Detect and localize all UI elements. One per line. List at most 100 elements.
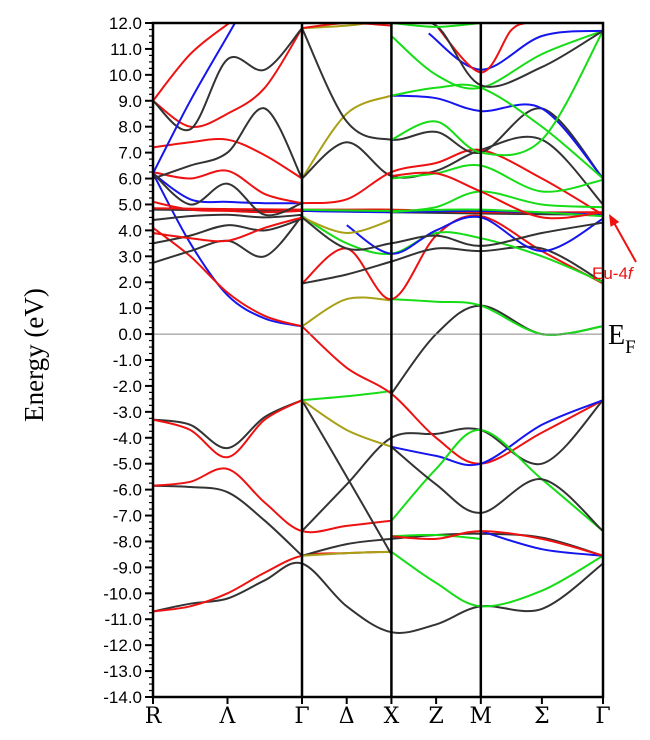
y-tick-label: 1.0: [118, 299, 142, 318]
band-line: [153, 107, 303, 180]
band-line: [301, 216, 392, 235]
band-line: [153, 27, 303, 132]
band-line: [153, 399, 303, 450]
band-line: [391, 163, 603, 193]
y-tick-label: -11.0: [105, 610, 143, 629]
band-line: [301, 550, 392, 557]
y-tick-label: -9.0: [113, 558, 142, 577]
y-tick-label: -2.0: [113, 377, 142, 396]
y-tick-label: 8.0: [118, 118, 142, 137]
band-line: [301, 214, 603, 301]
band-line: [301, 390, 392, 402]
y-tick-label: -12.0: [103, 636, 142, 655]
y-tick-label: 12.0: [109, 14, 142, 33]
band-line: [390, 30, 603, 157]
annotation-italic: f: [628, 264, 635, 283]
band-line: [390, 446, 603, 532]
band-line: [391, 533, 481, 540]
y-tick-label: -14.0: [103, 688, 142, 707]
band-lines: [153, 23, 603, 634]
band-line: [480, 530, 603, 557]
band-line: [301, 94, 392, 180]
band-line: [301, 135, 603, 206]
band-line: [153, 172, 303, 217]
band-line: [153, 467, 392, 534]
y-tick-label: 2.0: [118, 273, 142, 292]
band-line: [301, 148, 603, 216]
y-tick-label: -7.0: [113, 507, 142, 526]
y-tick-label: 3.0: [118, 247, 142, 266]
k-point-label: Λ: [219, 704, 237, 729]
band-line: [390, 550, 603, 608]
band-line: [153, 172, 303, 205]
band-line: [301, 399, 603, 532]
k-point-label: Γ: [294, 704, 309, 729]
band-line: [301, 325, 603, 465]
band-line: [153, 27, 303, 129]
y-axis-label: Energy (eV): [19, 288, 49, 422]
band-line: [153, 561, 603, 634]
k-point-label: X: [384, 704, 400, 729]
fermi-label: EF: [608, 320, 636, 358]
band-line: [153, 213, 303, 221]
band-line: [153, 217, 303, 245]
band-line: [390, 29, 603, 90]
band-line: [390, 304, 603, 395]
k-point-label: M: [470, 704, 493, 729]
k-point-label: Σ: [534, 704, 550, 729]
y-tick-labels: 12.0 11.0 10.0 9.0 8.0 7.0 6.0 5.0 4.0 3.0 2.0 1.0 0…: [103, 14, 142, 707]
y-tick-label: -4.0: [113, 429, 142, 448]
y-tick-label: 0.0: [118, 325, 142, 344]
y-tick-label: -10.0: [103, 584, 142, 603]
y-tick-label: 11.0: [110, 40, 142, 59]
annotation-arrowhead: [609, 214, 620, 227]
band-line: [301, 399, 393, 555]
band-line: [301, 245, 603, 285]
k-point-label: Γ: [595, 704, 610, 729]
band-line: [391, 94, 603, 180]
band-line: [301, 296, 392, 328]
y-tick-label: -5.0: [113, 455, 142, 474]
band-line: [153, 484, 303, 557]
y-tick-label: -3.0: [113, 403, 142, 422]
band-line: [301, 23, 392, 30]
y-tick-label: -6.0: [113, 481, 142, 500]
band-line: [153, 216, 303, 243]
annotation-label: Eu-4f: [592, 264, 635, 283]
high-symmetry-lines: [152, 23, 604, 704]
band-line: [153, 550, 392, 613]
y-tick-label: 5.0: [118, 195, 142, 214]
band-line: [435, 23, 526, 74]
band-line: [153, 399, 303, 459]
y-tick-label: 6.0: [118, 170, 142, 189]
y-tick-label: 4.0: [118, 221, 142, 240]
band-line: [153, 137, 303, 180]
band-line: [428, 29, 603, 71]
band-line: [153, 23, 236, 174]
band-line: [391, 399, 603, 467]
band-line: [153, 169, 303, 205]
band-line: [301, 215, 603, 284]
annotation-arrow: [612, 220, 637, 263]
band-line: [153, 23, 232, 102]
band-line: [301, 399, 392, 448]
band-line: [301, 208, 603, 218]
band-line: [390, 428, 603, 532]
band-line: [346, 215, 603, 255]
y-tick-label: -8.0: [113, 532, 142, 551]
y-tick-label: 10.0: [109, 66, 142, 85]
eu4f-annotation: Eu-4f: [592, 214, 637, 283]
k-point-label: Z: [428, 704, 443, 729]
y-tick-label: -1.0: [113, 351, 142, 370]
plot-frame: [151, 21, 605, 699]
annotation-prefix: Eu-4: [592, 264, 628, 283]
y-tick-label: 7.0: [118, 144, 142, 163]
band-line: [153, 172, 303, 328]
band-line: [391, 298, 603, 336]
band-line: [301, 216, 603, 251]
band-line: [153, 227, 303, 328]
k-point-label: R: [145, 704, 163, 729]
y-tick-label: -13.0: [103, 662, 142, 681]
